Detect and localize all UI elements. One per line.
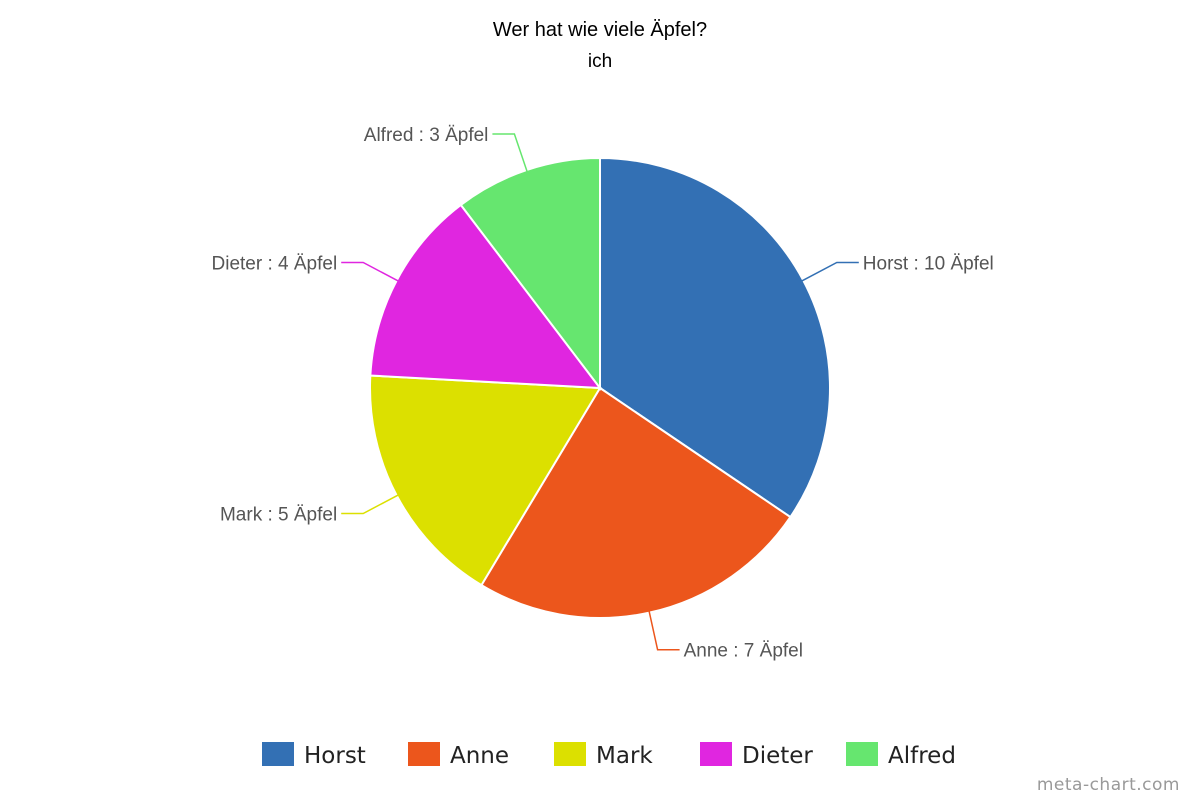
- legend-label-mark: Mark: [596, 743, 653, 769]
- legend-label-horst: Horst: [304, 743, 366, 769]
- label-connectors: [341, 133, 859, 651]
- legend-swatch-mark: [554, 742, 586, 766]
- legend-label-dieter: Dieter: [742, 743, 813, 769]
- connector-alfred: [492, 133, 528, 173]
- slice-label-mark: Mark : 5 Äpfel: [220, 505, 337, 526]
- legend-item-mark[interactable]: Mark: [554, 742, 653, 769]
- connector-horst: [801, 261, 859, 282]
- legend-swatch-alfred: [846, 742, 878, 766]
- slice-label-dieter: Dieter : 4 Äpfel: [212, 254, 338, 275]
- chart-subtitle: ich: [588, 51, 612, 72]
- connector-anne: [648, 610, 680, 651]
- slice-label-horst: Horst : 10 Äpfel: [863, 254, 994, 275]
- legend-swatch-anne: [408, 742, 440, 766]
- legend-label-alfred: Alfred: [888, 743, 956, 769]
- chart-title: Wer hat wie viele Äpfel?: [493, 19, 707, 41]
- connector-mark: [341, 494, 399, 515]
- legend: Horst Anne Mark Dieter Alfred: [262, 742, 956, 769]
- legend-swatch-horst: [262, 742, 294, 766]
- legend-item-alfred[interactable]: Alfred: [846, 742, 956, 769]
- legend-item-horst[interactable]: Horst: [262, 742, 366, 769]
- pie-slices: [369, 156, 831, 620]
- legend-label-anne: Anne: [450, 743, 509, 769]
- slice-labels: Horst : 10 Äpfel Anne : 7 Äpfel Mark : 5 Ä…: [212, 125, 994, 662]
- legend-item-anne[interactable]: Anne: [408, 742, 509, 769]
- connector-dieter: [341, 261, 399, 282]
- legend-swatch-dieter: [700, 742, 732, 766]
- legend-item-dieter[interactable]: Dieter: [700, 742, 813, 769]
- slice-label-anne: Anne : 7 Äpfel: [684, 641, 803, 662]
- slice-label-alfred: Alfred : 3 Äpfel: [364, 125, 489, 146]
- credit-text[interactable]: meta-chart.com: [1037, 775, 1180, 795]
